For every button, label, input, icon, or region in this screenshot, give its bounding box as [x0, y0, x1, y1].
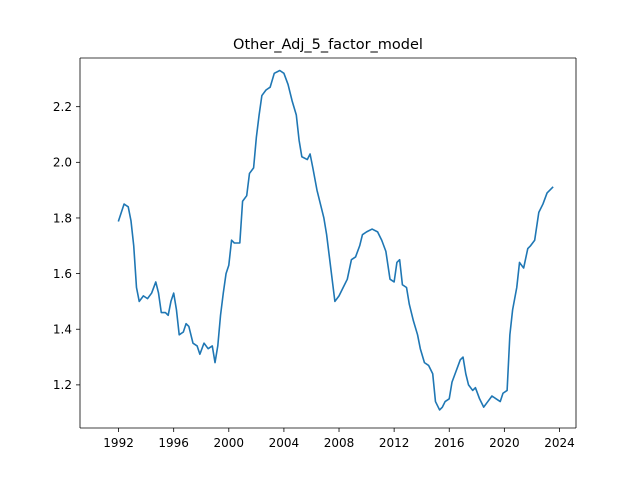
x-tick-label: 2004 — [269, 436, 300, 450]
y-tick-label: 1.2 — [53, 378, 72, 392]
chart-title: Other_Adj_5_factor_model — [233, 37, 423, 53]
x-tick-label: 2016 — [434, 436, 465, 450]
x-tick-label: 2008 — [324, 436, 355, 450]
x-tick-label: 1992 — [103, 436, 134, 450]
series-line — [117, 69, 554, 411]
y-tick-label: 1.4 — [53, 323, 72, 337]
y-tick-label: 1.8 — [53, 211, 72, 225]
x-tick-label: 2024 — [544, 436, 575, 450]
x-tick-label: 2012 — [379, 436, 410, 450]
y-tick-label: 2.2 — [53, 100, 72, 114]
series-layer — [117, 69, 554, 411]
x-axis: 1992 1996 2000 2004 2008 2012 2016 2020 2024 — [103, 428, 575, 450]
x-tick-label: 1996 — [158, 436, 189, 450]
axes-frame — [79, 57, 577, 429]
y-tick-label: 2.0 — [53, 156, 72, 170]
x-tick-label: 2020 — [489, 436, 520, 450]
y-axis: 1.2 1.4 1.6 1.8 2.0 2.2 — [53, 100, 80, 392]
x-tick-label: 2000 — [214, 436, 245, 450]
y-tick-label: 1.6 — [53, 267, 72, 281]
